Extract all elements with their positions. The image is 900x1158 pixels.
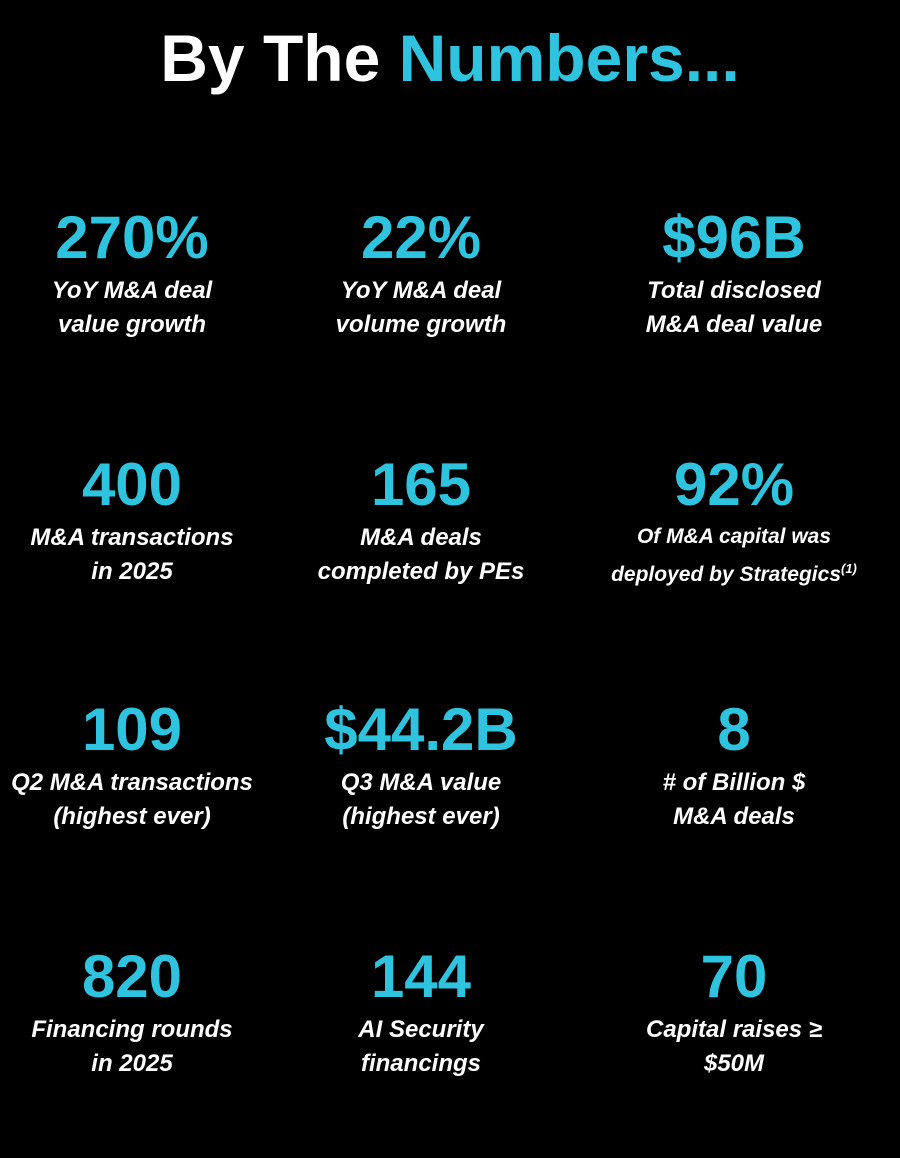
label-text: YoY M&A deal xyxy=(340,277,502,304)
stat-label: M&A deals completed by PEs xyxy=(271,521,571,589)
label-text: Q3 M&A value xyxy=(340,769,502,796)
stat-label-line: YoY M&A deal xyxy=(271,274,571,308)
stat-label-line: completed by PEs xyxy=(271,555,571,589)
stat-card: 270% YoY M&A deal value growth xyxy=(0,206,282,342)
stat-label: Of M&A capital was deployed by Strategics… xyxy=(584,521,884,591)
stat-value: 22% xyxy=(360,204,482,271)
stat-label-line: # of Billion $ xyxy=(584,766,884,800)
stat-label: Q2 M&A transactions (highest ever) xyxy=(0,766,282,834)
stat-label: YoY M&A deal volume growth xyxy=(271,274,571,342)
stat-label-line: deployed by Strategics(1) xyxy=(584,553,884,591)
stat-label-line: value growth xyxy=(0,308,282,342)
stat-label-line: Q2 M&A transactions xyxy=(0,766,282,800)
stat-label: Q3 M&A value (highest ever) xyxy=(271,766,571,834)
stat-card: 70 Capital raises ≥ $50M xyxy=(584,945,884,1081)
stat-card: 144 AI Security financings xyxy=(271,945,571,1081)
stat-card: 820 Financing rounds in 2025 xyxy=(0,945,282,1081)
stat-value: $96B xyxy=(662,204,806,271)
footnote-marker: (1) xyxy=(841,561,857,576)
label-text: Total disclosed xyxy=(647,277,821,304)
label-text: value growth xyxy=(57,311,207,338)
stat-label-line: in 2025 xyxy=(0,1047,282,1081)
stat-label-line: in 2025 xyxy=(0,555,282,589)
stat-card: 165 M&A deals completed by PEs xyxy=(271,453,571,589)
stat-value: 165 xyxy=(370,451,472,518)
stat-label-line: (highest ever) xyxy=(271,800,571,834)
label-text: volume growth xyxy=(335,311,507,338)
stat-label-line: Financing rounds xyxy=(0,1013,282,1047)
label-text: $50M xyxy=(703,1050,765,1077)
label-text: in 2025 xyxy=(91,558,173,585)
stat-value: 109 xyxy=(81,696,183,763)
label-text: M&A deals xyxy=(673,803,795,830)
title-start: By The xyxy=(160,21,381,95)
stat-label: Total disclosed M&A deal value xyxy=(584,274,884,342)
stat-label-line: M&A transactions xyxy=(0,521,282,555)
label-text: AI Security xyxy=(358,1016,484,1043)
stat-value: $44.2B xyxy=(324,696,518,763)
stat-card: 400 M&A transactions in 2025 xyxy=(0,453,282,589)
stat-label: M&A transactions in 2025 xyxy=(0,521,282,589)
label-text: M&A deal value xyxy=(645,311,823,338)
label-text: (highest ever) xyxy=(53,803,211,830)
stat-label-line: financings xyxy=(271,1047,571,1081)
label-text: (highest ever) xyxy=(342,803,500,830)
stat-card: 22% YoY M&A deal volume growth xyxy=(271,206,571,342)
stat-label: Financing rounds in 2025 xyxy=(0,1013,282,1081)
stat-label-line: M&A deals xyxy=(271,521,571,555)
title: By The Numbers... xyxy=(0,22,900,94)
label-text: YoY M&A deal xyxy=(51,277,213,304)
stat-value: 400 xyxy=(81,451,183,518)
stat-label-line: volume growth xyxy=(271,308,571,342)
stat-value: 8 xyxy=(717,696,751,763)
stat-label-line: $50M xyxy=(584,1047,884,1081)
stat-label-line: YoY M&A deal xyxy=(0,274,282,308)
stat-card: 92% Of M&A capital was deployed by Strateg… xyxy=(584,453,884,591)
stat-label-line: Of M&A capital was xyxy=(584,521,884,553)
stat-label: YoY M&A deal value growth xyxy=(0,274,282,342)
stat-value: 820 xyxy=(81,943,183,1010)
label-text: # of Billion $ xyxy=(662,769,806,796)
label-text: M&A deals xyxy=(360,524,482,551)
stat-label: AI Security financings xyxy=(271,1013,571,1081)
stat-label-line: (highest ever) xyxy=(0,800,282,834)
label-text: Capital raises ≥ xyxy=(646,1016,822,1043)
stat-label-line: AI Security xyxy=(271,1013,571,1047)
stat-value: 270% xyxy=(55,204,209,271)
stat-label: # of Billion $ M&A deals xyxy=(584,766,884,834)
label-text: completed by PEs xyxy=(317,558,525,585)
stat-label-line: Capital raises ≥ xyxy=(584,1013,884,1047)
stat-label-line: Q3 M&A value xyxy=(271,766,571,800)
label-text: M&A transactions xyxy=(30,524,234,551)
label-text: deployed by Strategics xyxy=(611,563,841,586)
stat-label-line: M&A deal value xyxy=(584,308,884,342)
stat-value: 70 xyxy=(700,943,768,1010)
stat-card: $96B Total disclosed M&A deal value xyxy=(584,206,884,342)
stat-card: 109 Q2 M&A transactions (highest ever) xyxy=(0,698,282,834)
label-text: financings xyxy=(360,1050,481,1077)
stat-card: $44.2B Q3 M&A value (highest ever) xyxy=(271,698,571,834)
stat-card: 8 # of Billion $ M&A deals xyxy=(584,698,884,834)
stat-label-line: M&A deals xyxy=(584,800,884,834)
stat-label-line: Total disclosed xyxy=(584,274,884,308)
label-text: Q2 M&A transactions xyxy=(11,769,253,796)
stat-label: Capital raises ≥ $50M xyxy=(584,1013,884,1081)
label-text: in 2025 xyxy=(91,1050,173,1077)
title-highlight: Numbers... xyxy=(398,21,740,95)
label-text: Of M&A capital was xyxy=(636,525,832,548)
stat-value: 92% xyxy=(673,451,795,518)
stat-value: 144 xyxy=(370,943,472,1010)
label-text: Financing rounds xyxy=(31,1016,233,1043)
